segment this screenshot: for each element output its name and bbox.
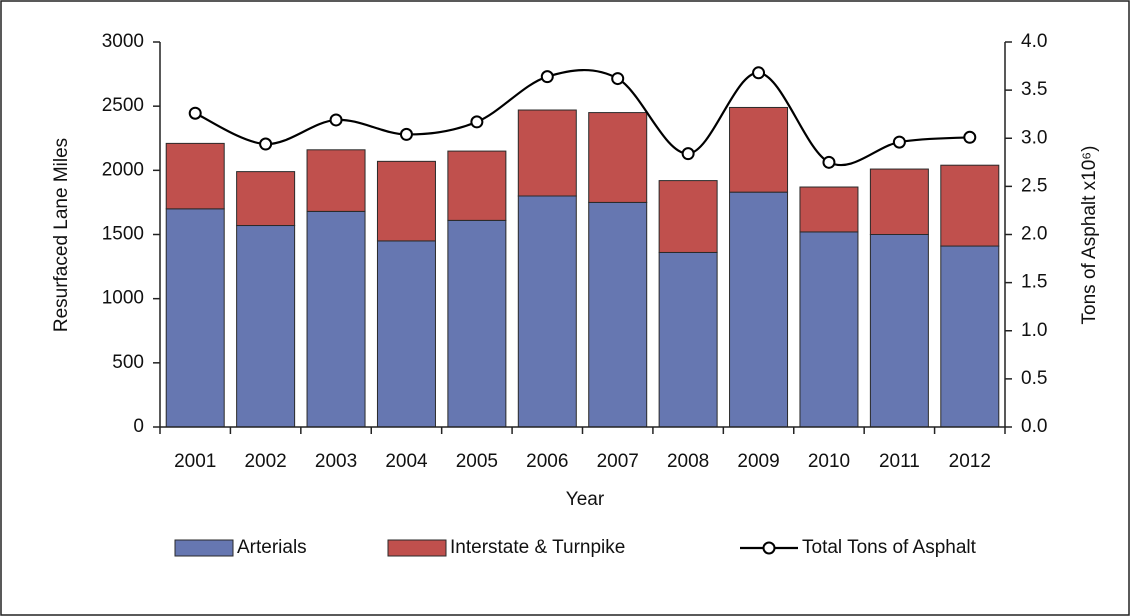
y2-tick-label: 2.5 <box>1021 175 1047 196</box>
bar-segment <box>729 106 789 193</box>
y-tick-label: 500 <box>112 352 144 373</box>
y-tick-label: 1000 <box>102 288 144 309</box>
bar-segment <box>376 160 436 242</box>
legend-label: Interstate & Turnpike <box>450 537 625 558</box>
bar-segment <box>658 180 718 253</box>
bar-segment <box>165 208 225 428</box>
y-tick-label: 3000 <box>102 31 144 52</box>
line-marker <box>329 113 343 127</box>
bar-segment <box>517 195 577 428</box>
bar-segment <box>306 149 366 212</box>
line-marker <box>399 127 413 141</box>
legend-swatch <box>387 539 447 557</box>
y2-tick-label: 1.5 <box>1021 272 1047 293</box>
y2-axis-title: Tons of Asphalt x10⁶) <box>1079 146 1100 325</box>
y2-tick-label: 0.0 <box>1021 416 1047 437</box>
line-marker <box>681 147 695 161</box>
bar-segment <box>236 171 296 227</box>
line-marker <box>892 135 906 149</box>
x-tick-label: 2007 <box>597 451 639 472</box>
y2-tick-label: 4.0 <box>1021 31 1047 52</box>
line-marker <box>259 137 273 151</box>
bar-segment <box>799 231 859 428</box>
y2-tick-label: 0.5 <box>1021 368 1047 389</box>
bar-segment <box>588 112 648 203</box>
x-tick-label: 2003 <box>315 451 357 472</box>
bar-segment <box>729 191 789 428</box>
bar-segment <box>869 168 929 235</box>
bar-segment <box>940 245 1000 428</box>
x-tick-label: 2009 <box>737 451 779 472</box>
x-tick-label: 2006 <box>526 451 568 472</box>
bar-segment <box>376 240 436 428</box>
line-marker <box>188 106 202 120</box>
bar-segment <box>236 225 296 428</box>
y-tick-label: 2000 <box>102 159 144 180</box>
y2-tick-label: 3.5 <box>1021 79 1047 100</box>
y2-tick-label: 2.0 <box>1021 224 1047 245</box>
line-marker <box>611 72 625 86</box>
y-axis-title: Resurfaced Lane Miles <box>51 138 72 332</box>
bar-segment <box>940 164 1000 247</box>
bar-segment <box>447 150 507 221</box>
bar-segment <box>306 210 366 428</box>
x-tick-label: 2002 <box>244 451 286 472</box>
bar-segment <box>517 109 577 197</box>
line-marker <box>963 130 977 144</box>
y2-tick-label: 1.0 <box>1021 320 1047 341</box>
line-marker <box>752 66 766 80</box>
bar-segment <box>869 234 929 428</box>
x-tick-label: 2010 <box>808 451 850 472</box>
line-marker <box>822 155 836 169</box>
x-tick-label: 2008 <box>667 451 709 472</box>
x-axis-title: Year <box>566 489 605 510</box>
bar-segment <box>165 142 225 210</box>
x-tick-label: 2012 <box>949 451 991 472</box>
legend-marker <box>762 541 776 555</box>
bar-segment <box>658 251 718 428</box>
y-tick-label: 2500 <box>102 95 144 116</box>
y2-tick-label: 3.0 <box>1021 127 1047 148</box>
bar-segment <box>799 186 859 233</box>
y-tick-label: 1500 <box>102 224 144 245</box>
y-tick-label: 0 <box>133 416 144 437</box>
bar-segment <box>588 201 648 428</box>
legend-swatch <box>174 539 234 557</box>
x-tick-label: 2005 <box>456 451 498 472</box>
line-marker <box>540 70 554 84</box>
line-marker <box>470 115 484 129</box>
x-tick-label: 2004 <box>385 451 428 472</box>
bar-segment <box>447 219 507 428</box>
legend-label: Arterials <box>237 537 307 558</box>
legend-label: Total Tons of Asphalt <box>802 537 977 558</box>
x-tick-label: 2001 <box>174 451 216 472</box>
x-tick-label: 2011 <box>879 451 920 472</box>
